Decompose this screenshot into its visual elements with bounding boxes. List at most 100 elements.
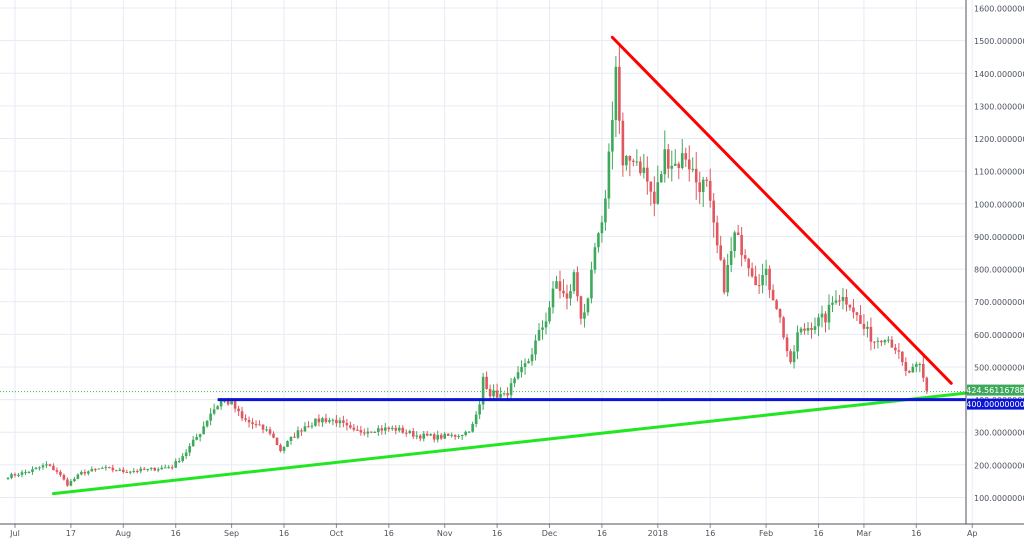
candle-body	[272, 433, 275, 438]
candle-body	[750, 268, 754, 277]
candle-body	[880, 340, 883, 343]
candle-body	[115, 470, 118, 472]
candle-body	[792, 351, 796, 363]
candle-body	[904, 362, 908, 372]
support-price-badge	[967, 398, 1024, 410]
candle-body	[593, 247, 597, 270]
candle-body	[677, 163, 681, 168]
candle-body	[708, 180, 712, 201]
candle-body	[701, 179, 705, 192]
candle-body	[562, 290, 565, 294]
candle-body	[471, 424, 474, 432]
candle-body	[464, 431, 467, 436]
candle-body	[390, 427, 394, 430]
candle-body	[754, 276, 757, 286]
candle-body	[27, 471, 31, 473]
candle-body	[520, 366, 523, 373]
candle-body	[97, 468, 101, 470]
candle-body	[275, 437, 279, 445]
candle-body	[41, 465, 45, 468]
candle-body	[342, 420, 345, 423]
candle-body	[873, 341, 876, 343]
candle-body	[370, 431, 373, 433]
candle-body	[139, 468, 143, 472]
candle-body	[324, 418, 328, 422]
candle-body	[230, 399, 233, 405]
candle-body	[890, 339, 894, 348]
candle-body	[397, 427, 401, 431]
x-tick-label: 16	[597, 529, 607, 538]
candle-body	[177, 461, 181, 463]
candle-body	[394, 427, 398, 431]
x-tick-label: 16	[171, 529, 181, 538]
candle-body	[810, 328, 813, 330]
candle-body	[101, 467, 104, 469]
candle-body	[226, 400, 230, 405]
candle-body	[446, 433, 450, 436]
candle-body	[586, 298, 590, 313]
support-price-label: 400.00000000	[966, 400, 1024, 409]
candle-body	[911, 366, 915, 373]
candle-body	[310, 425, 314, 427]
candle-body	[694, 168, 698, 183]
candle-body	[90, 469, 94, 472]
candle-body	[757, 285, 761, 287]
candle-body	[915, 364, 918, 367]
candle-body	[202, 426, 205, 435]
candle-body	[897, 350, 901, 352]
candle-body	[247, 419, 251, 423]
candle-body	[824, 313, 827, 323]
candle-body	[481, 376, 485, 405]
candle-body	[834, 300, 838, 303]
y-tick-label: 300.00000000	[974, 429, 1024, 438]
candle-body	[83, 471, 87, 474]
x-tick-label: 17	[66, 529, 76, 538]
candle-body	[282, 446, 286, 451]
candle-body	[534, 340, 537, 355]
candle-body	[733, 232, 736, 252]
candle-body	[265, 429, 268, 431]
candle-body	[590, 269, 593, 299]
x-tick-label: 16	[384, 529, 394, 538]
candle-body	[244, 418, 247, 420]
candle-body	[69, 481, 73, 486]
candle-body	[261, 424, 265, 430]
grid-lines	[0, 0, 973, 524]
candle-body	[747, 258, 750, 269]
candle-body	[806, 328, 810, 331]
candle-body	[188, 446, 191, 453]
candle-body	[73, 478, 76, 482]
candle-body	[314, 418, 317, 426]
candle-body	[289, 436, 293, 442]
candle-body	[799, 328, 803, 333]
candle-body	[38, 467, 41, 469]
candle-body	[163, 467, 167, 469]
candle-body	[625, 155, 628, 166]
candle-body	[286, 441, 289, 447]
candle-body	[254, 424, 258, 426]
candle-body	[216, 406, 219, 410]
candle-body	[666, 149, 670, 169]
candle-body	[639, 161, 642, 174]
candle-body	[502, 393, 506, 395]
y-tick-label: 1000.00000000	[974, 200, 1024, 209]
candle-body	[796, 332, 799, 352]
candle-body	[499, 394, 502, 398]
candle-body	[782, 317, 785, 338]
candle-body	[24, 472, 27, 474]
candle-body	[422, 433, 426, 439]
candle-body	[415, 435, 419, 437]
y-tick-label: 500.00000000	[974, 363, 1024, 372]
candle-body	[80, 471, 83, 475]
candle-body	[142, 468, 146, 470]
candle-body	[621, 120, 625, 166]
candle-body	[219, 400, 223, 407]
candle-body	[432, 434, 436, 440]
candle-body	[712, 200, 715, 223]
candle-body	[268, 429, 272, 434]
candle-body	[506, 393, 509, 396]
candle-body	[34, 467, 38, 470]
candle-body	[775, 300, 778, 309]
